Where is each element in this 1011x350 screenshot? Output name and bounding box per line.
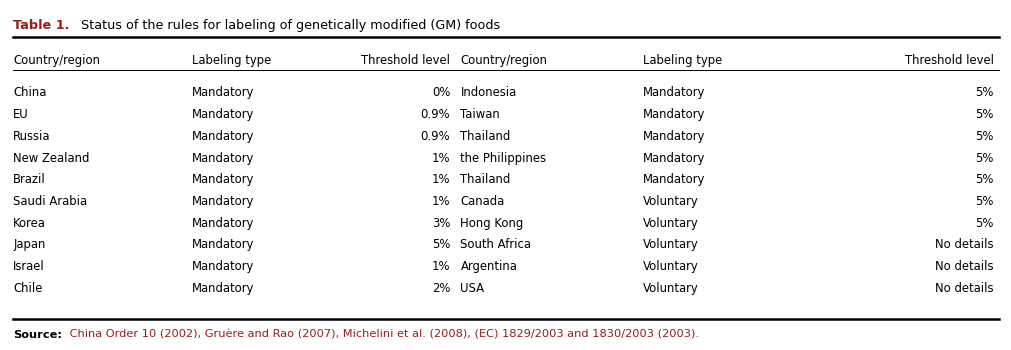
Text: 5%: 5% xyxy=(432,238,450,251)
Text: 3%: 3% xyxy=(432,217,450,230)
Text: Voluntary: Voluntary xyxy=(642,238,698,251)
Text: Mandatory: Mandatory xyxy=(642,108,705,121)
Text: No details: No details xyxy=(934,238,993,251)
Text: USA: USA xyxy=(460,282,484,295)
Text: China Order 10 (2002), Gruère and Rao (2007), Michelini et al. (2008), (EC) 1829: China Order 10 (2002), Gruère and Rao (2… xyxy=(66,330,698,340)
Text: Threshold level: Threshold level xyxy=(904,54,993,67)
Text: Table 1.: Table 1. xyxy=(13,19,70,32)
Text: Argentina: Argentina xyxy=(460,260,517,273)
Text: 5%: 5% xyxy=(975,195,993,208)
Text: Mandatory: Mandatory xyxy=(192,282,255,295)
Text: Source:: Source: xyxy=(13,330,62,340)
Text: 5%: 5% xyxy=(975,108,993,121)
Text: Thailand: Thailand xyxy=(460,173,511,186)
Text: 5%: 5% xyxy=(975,130,993,143)
Text: No details: No details xyxy=(934,260,993,273)
Text: the Philippines: the Philippines xyxy=(460,152,546,164)
Text: Mandatory: Mandatory xyxy=(642,86,705,99)
Text: 0.9%: 0.9% xyxy=(421,130,450,143)
Text: Indonesia: Indonesia xyxy=(460,86,517,99)
Text: Mandatory: Mandatory xyxy=(192,173,255,186)
Text: Canada: Canada xyxy=(460,195,504,208)
Text: Hong Kong: Hong Kong xyxy=(460,217,524,230)
Text: Saudi Arabia: Saudi Arabia xyxy=(13,195,87,208)
Text: 1%: 1% xyxy=(432,260,450,273)
Text: Mandatory: Mandatory xyxy=(192,152,255,164)
Text: Mandatory: Mandatory xyxy=(192,260,255,273)
Text: Voluntary: Voluntary xyxy=(642,195,698,208)
Text: EU: EU xyxy=(13,108,29,121)
Text: New Zealand: New Zealand xyxy=(13,152,89,164)
Text: South Africa: South Africa xyxy=(460,238,531,251)
Text: Brazil: Brazil xyxy=(13,173,45,186)
Text: Mandatory: Mandatory xyxy=(192,108,255,121)
Text: Mandatory: Mandatory xyxy=(192,195,255,208)
Text: 5%: 5% xyxy=(975,152,993,164)
Text: Threshold level: Threshold level xyxy=(361,54,450,67)
Text: Mandatory: Mandatory xyxy=(642,152,705,164)
Text: 5%: 5% xyxy=(975,217,993,230)
Text: Japan: Japan xyxy=(13,238,45,251)
Text: 5%: 5% xyxy=(975,86,993,99)
Text: Labeling type: Labeling type xyxy=(642,54,721,67)
Text: Mandatory: Mandatory xyxy=(642,130,705,143)
Text: Mandatory: Mandatory xyxy=(192,130,255,143)
Text: Voluntary: Voluntary xyxy=(642,260,698,273)
Text: No details: No details xyxy=(934,282,993,295)
Text: Thailand: Thailand xyxy=(460,130,511,143)
Text: 5%: 5% xyxy=(975,173,993,186)
Text: Mandatory: Mandatory xyxy=(192,238,255,251)
Text: 1%: 1% xyxy=(432,152,450,164)
Text: Israel: Israel xyxy=(13,260,44,273)
Text: Voluntary: Voluntary xyxy=(642,217,698,230)
Text: Status of the rules for labeling of genetically modified (GM) foods: Status of the rules for labeling of gene… xyxy=(73,19,499,32)
Text: China: China xyxy=(13,86,47,99)
Text: Country/region: Country/region xyxy=(13,54,100,67)
Text: 0.9%: 0.9% xyxy=(421,108,450,121)
Text: Korea: Korea xyxy=(13,217,45,230)
Text: Mandatory: Mandatory xyxy=(192,217,255,230)
Text: Labeling type: Labeling type xyxy=(192,54,271,67)
Text: Mandatory: Mandatory xyxy=(642,173,705,186)
Text: Mandatory: Mandatory xyxy=(192,86,255,99)
Text: 0%: 0% xyxy=(432,86,450,99)
Text: 1%: 1% xyxy=(432,173,450,186)
Text: Chile: Chile xyxy=(13,282,42,295)
Text: Country/region: Country/region xyxy=(460,54,547,67)
Text: 2%: 2% xyxy=(432,282,450,295)
Text: Russia: Russia xyxy=(13,130,51,143)
Text: Voluntary: Voluntary xyxy=(642,282,698,295)
Text: 1%: 1% xyxy=(432,195,450,208)
Text: Taiwan: Taiwan xyxy=(460,108,499,121)
